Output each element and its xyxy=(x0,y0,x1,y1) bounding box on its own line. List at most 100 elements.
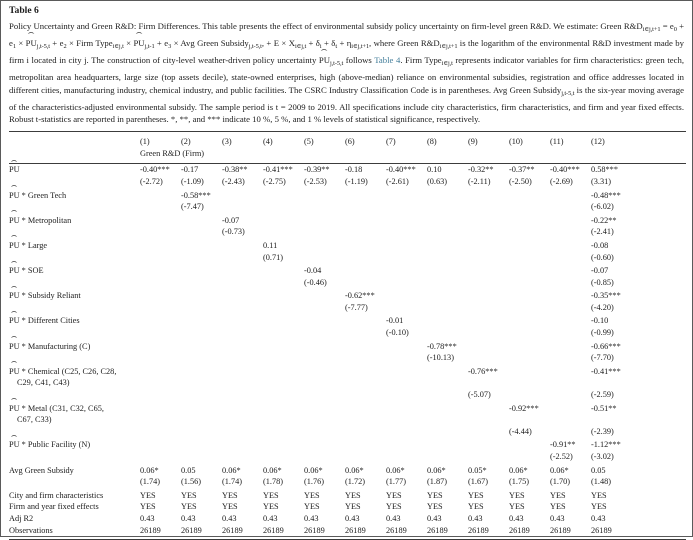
value-cell xyxy=(181,226,222,240)
caption-text: i∈j,t+1 xyxy=(642,26,661,33)
value-cell: (-0.60) xyxy=(591,252,614,262)
value-cell: (-2.41) xyxy=(591,227,614,237)
value-cell xyxy=(386,190,427,202)
column-header: (10) xyxy=(509,131,550,149)
value-cell: -0.91** xyxy=(550,440,576,450)
value-cell xyxy=(386,252,427,266)
value-cell xyxy=(345,277,386,291)
value-cell xyxy=(304,414,345,426)
column-header: (4) xyxy=(263,131,304,149)
value-cell xyxy=(345,414,386,426)
value-cell xyxy=(468,414,509,426)
value-cell xyxy=(550,366,591,378)
row-label: Observations xyxy=(9,524,140,540)
caption-text: + δ xyxy=(321,37,336,48)
value-cell xyxy=(509,215,550,227)
value-cell xyxy=(427,201,468,215)
table-row: PU * Metropolitan -0.07 -0.22** xyxy=(9,215,686,227)
value-cell xyxy=(181,403,222,415)
pu-hat-symbol: PU xyxy=(9,439,20,451)
table-row: PU * Chemical (C25, C26, C28, -0.76*** -0.… xyxy=(9,366,686,378)
value-cell xyxy=(550,277,591,291)
value-cell: (-2.39) xyxy=(591,426,614,436)
table-4-link[interactable]: Table 4 xyxy=(374,54,401,65)
value-cell xyxy=(181,426,222,440)
value-cell xyxy=(263,341,304,353)
value-cell xyxy=(550,327,591,341)
value-cell xyxy=(427,439,468,451)
caption-text: 1 xyxy=(12,42,16,50)
value-cell xyxy=(304,290,345,302)
value-cell xyxy=(468,265,509,277)
value-cell: 0.06* xyxy=(304,465,323,475)
caption-text: i xyxy=(319,42,322,50)
value-cell xyxy=(509,315,550,327)
value-cell: (-7.70) xyxy=(591,353,614,363)
value-cell: 0.43 xyxy=(550,513,565,523)
value-cell xyxy=(468,352,509,366)
value-cell xyxy=(181,265,222,277)
caption-text: Policy Uncertainty and Green R&D: Firm D… xyxy=(9,21,643,31)
value-cell xyxy=(509,190,550,202)
row-label: PU * Metal (C31, C32, C65, xyxy=(9,403,140,415)
value-cell xyxy=(468,377,509,389)
table-row: PU -0.40*** -0.17 -0.38** -0.41*** -0.39** -0.… xyxy=(9,164,686,176)
value-cell: -0.32** xyxy=(468,165,494,175)
header-spacer xyxy=(9,131,140,149)
caption-text: 2 xyxy=(63,42,67,50)
value-cell: -0.62*** xyxy=(345,291,375,301)
caption-text: , where Green R&D xyxy=(369,37,440,48)
value-cell: YES xyxy=(468,490,484,500)
row-label: PU * Public Facility (N) xyxy=(9,439,140,451)
value-cell xyxy=(509,302,550,316)
value-cell xyxy=(509,290,550,302)
row-label: PU * Large xyxy=(9,240,140,252)
value-cell xyxy=(427,426,468,440)
value-cell xyxy=(304,302,345,316)
value-cell: 0.43 xyxy=(222,513,237,523)
value-cell: YES xyxy=(550,490,566,500)
value-cell xyxy=(181,302,222,316)
value-cell xyxy=(304,439,345,451)
value-cell xyxy=(550,302,591,316)
table-row: (1.74) (1.56) (1.74) (1.78) (1.76) (1.72) (1.7… xyxy=(9,476,686,490)
value-cell: 26189 xyxy=(509,524,550,540)
value-cell xyxy=(181,366,222,378)
caption-text: t xyxy=(335,42,338,50)
value-cell: (0.71) xyxy=(263,252,284,262)
value-cell xyxy=(386,389,427,403)
value-cell: (1.75) xyxy=(509,477,530,487)
value-cell xyxy=(427,451,468,465)
value-cell xyxy=(263,366,304,378)
table-caption: Policy Uncertainty and Green R&D: Firm D… xyxy=(9,20,684,126)
value-cell: YES xyxy=(591,490,607,500)
table-row: City and firm characteristics YES YES YES YE… xyxy=(9,490,686,502)
value-cell xyxy=(468,240,509,252)
value-cell xyxy=(304,215,345,227)
value-cell xyxy=(222,302,263,316)
row-label xyxy=(9,327,140,341)
value-cell: YES xyxy=(509,490,525,500)
value-cell xyxy=(222,240,263,252)
value-cell xyxy=(263,190,304,202)
value-cell xyxy=(550,403,591,415)
value-cell: -0.07 xyxy=(591,266,609,276)
value-cell xyxy=(427,403,468,415)
value-cell xyxy=(427,315,468,327)
value-cell: -0.22** xyxy=(591,215,617,225)
value-cell xyxy=(550,315,591,327)
caption-text: j,t-5,t xyxy=(248,42,262,50)
value-cell xyxy=(550,377,591,389)
value-cell xyxy=(222,414,263,426)
value-cell: (1.77) xyxy=(386,477,407,487)
table-title: Table 6 xyxy=(9,5,39,16)
value-cell xyxy=(509,252,550,266)
value-cell: 26189 xyxy=(222,524,263,540)
value-cell xyxy=(263,327,304,341)
value-cell xyxy=(140,290,181,302)
value-cell: (-0.73) xyxy=(222,227,245,237)
value-cell xyxy=(591,414,686,426)
table-row: (-4.44) (-2.39) xyxy=(9,426,686,440)
value-cell xyxy=(345,327,386,341)
value-cell xyxy=(140,240,181,252)
